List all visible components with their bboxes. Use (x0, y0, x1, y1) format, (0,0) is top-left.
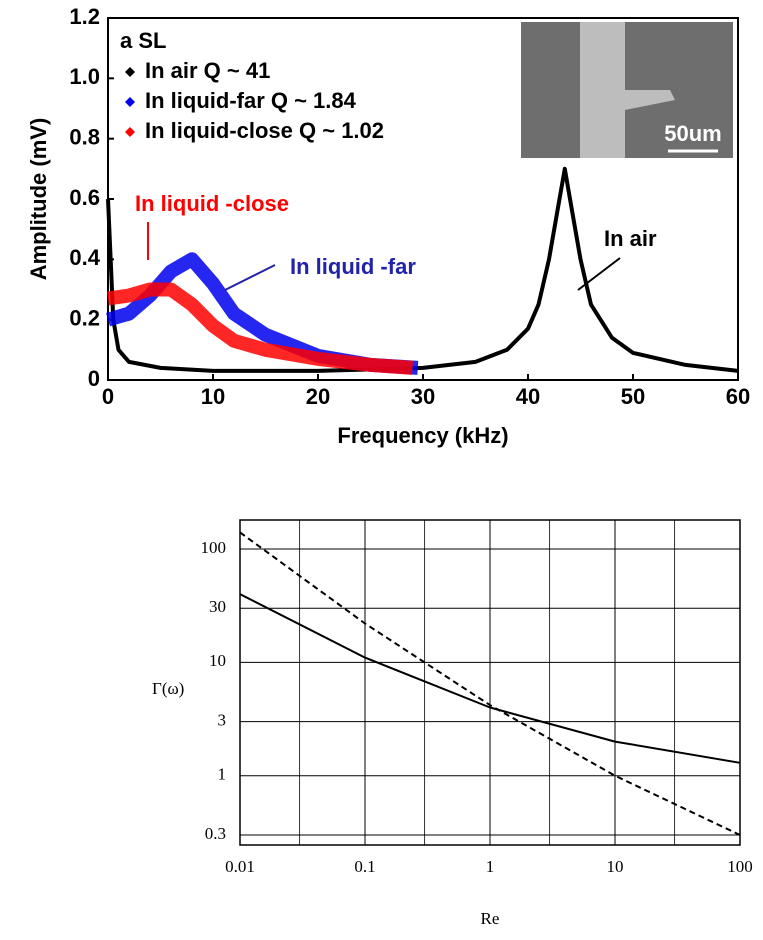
x-axis-label: Frequency (kHz) (337, 423, 508, 448)
legend-marker (125, 67, 135, 77)
y-tick-label: 0.8 (69, 124, 100, 149)
y-tick-label: 100 (201, 538, 227, 557)
x-tick-label: 10 (607, 857, 624, 876)
annotation: In liquid -far (290, 254, 416, 279)
annotation: 50um (664, 121, 721, 146)
legend-label: In air Q ~ 41 (145, 58, 270, 83)
annotation: In liquid -close (135, 191, 289, 216)
x-tick-label: 50 (621, 384, 645, 409)
series-line (107, 282, 413, 375)
series-line (239, 593, 741, 764)
chart-gamma: 0.01 0.1 1 10 100 0.3 1 3 10 30 100 Re Γ(ω) (152, 519, 753, 928)
y-tick-label: 0.6 (69, 185, 100, 210)
y-tick-label: 0 (88, 366, 100, 391)
y-tick-label: 10 (209, 651, 226, 670)
arrow (577, 257, 621, 291)
x-tick-label: 0.01 (225, 857, 255, 876)
y-axis-label: Γ(ω) (152, 679, 184, 698)
legend-label: In liquid-far Q ~ 1.84 (145, 88, 357, 113)
series-line (239, 531, 741, 836)
y-tick-label: 0.4 (69, 245, 100, 270)
legend-label: In liquid-close Q ~ 1.02 (145, 118, 384, 143)
y-tick-label: 1.0 (69, 64, 100, 89)
chart-frequency: 0 10 20 30 40 50 60 0 0.2 0.4 0.6 0.8 1.0 1.2 In air Q… (26, 4, 750, 448)
y-tick-label: 1.2 (69, 4, 100, 29)
y-tick-label: 3 (218, 711, 227, 730)
y-tick-label: 0.2 (69, 305, 100, 330)
y-tick-label: 0.3 (205, 824, 226, 843)
x-tick-label: 30 (411, 384, 435, 409)
inset-structure (580, 22, 675, 158)
x-axis-label: Re (481, 909, 500, 928)
annotation: a SL (120, 28, 166, 53)
x-tick-label: 100 (727, 857, 753, 876)
x-tick-label: 60 (726, 384, 750, 409)
x-tick-label: 1 (486, 857, 495, 876)
y-tick-label: 30 (209, 597, 226, 616)
y-axis-label: Amplitude (mV) (26, 118, 51, 281)
x-tick-label: 20 (306, 384, 330, 409)
annotation: In air (604, 226, 657, 251)
series-line (106, 166, 739, 373)
x-tick-label: 40 (516, 384, 540, 409)
legend-marker (125, 127, 135, 137)
legend-marker (125, 97, 135, 107)
x-tick-label: 0 (102, 384, 114, 409)
y-tick-label: 1 (218, 765, 227, 784)
arrow (224, 264, 276, 291)
x-tick-label: 0.1 (354, 857, 375, 876)
x-tick-label: 10 (201, 384, 225, 409)
